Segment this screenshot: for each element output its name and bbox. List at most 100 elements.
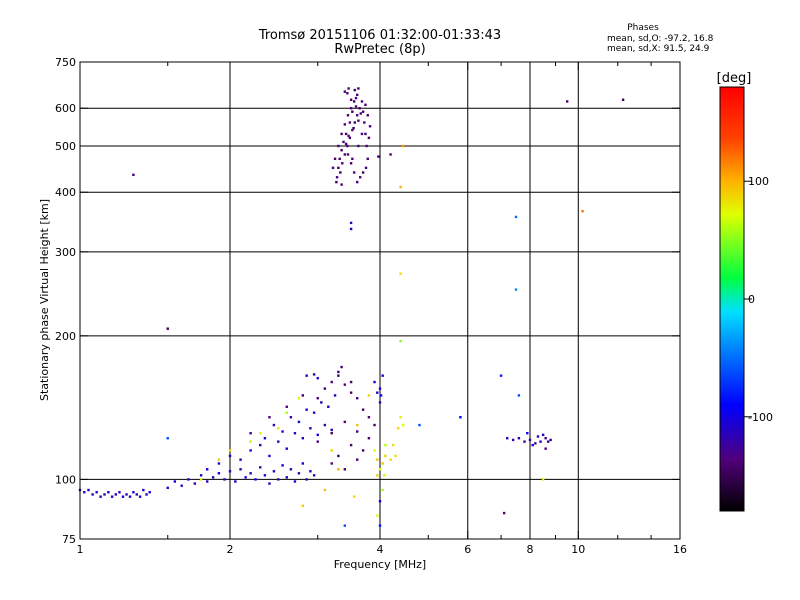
data-point: [337, 166, 340, 170]
data-point: [166, 327, 169, 330]
data-point: [354, 105, 358, 108]
data-point: [367, 437, 371, 440]
data-point: [367, 394, 371, 397]
data-point: [544, 447, 547, 450]
data-point: [217, 458, 221, 461]
data-point: [534, 442, 537, 445]
data-point: [378, 500, 382, 503]
data-point: [502, 511, 506, 515]
data-point: [312, 474, 316, 477]
data-point: [499, 374, 503, 377]
data-point: [337, 144, 340, 148]
data-point: [249, 431, 252, 435]
data-point: [366, 157, 369, 161]
grid-lines: [80, 62, 680, 539]
data-point: [367, 136, 371, 140]
data-point: [187, 478, 190, 481]
data-point: [193, 482, 197, 485]
data-point: [361, 408, 365, 411]
y-tick-label: 100: [55, 473, 76, 486]
x-tick-label: 2: [227, 543, 234, 556]
phases-x-stats: mean, sd,X: 91.5, 24.9: [607, 44, 710, 54]
phases-o-stats: mean, sd,O: -97.2, 16.8: [607, 34, 714, 44]
data-point: [343, 90, 347, 93]
data-point: [268, 454, 271, 458]
x-tick-label: 16: [673, 543, 687, 556]
data-point: [378, 387, 382, 390]
data-point: [297, 420, 301, 424]
y-tick-label: 600: [55, 102, 76, 115]
data-point: [110, 495, 114, 498]
data-point: [301, 504, 305, 508]
data-point: [277, 427, 280, 430]
phases-title: Phases: [627, 23, 659, 33]
data-point: [305, 478, 308, 481]
data-point: [541, 478, 545, 481]
data-point: [330, 449, 333, 452]
data-point: [505, 437, 509, 440]
data-point: [363, 121, 366, 124]
colorbar-gradient: [719, 86, 745, 512]
data-point: [205, 468, 209, 471]
data-point: [581, 209, 584, 213]
data-point: [285, 447, 288, 450]
data-point: [526, 431, 529, 435]
data-point: [211, 476, 215, 479]
data-point: [121, 495, 125, 498]
data-point: [301, 437, 305, 440]
data-point: [340, 148, 343, 152]
data-point: [355, 93, 359, 97]
y-tick-label: 750: [55, 56, 76, 69]
data-point: [346, 114, 350, 117]
data-point: [367, 416, 371, 419]
data-point: [309, 427, 312, 430]
data-point: [360, 100, 364, 103]
data-point: [95, 491, 98, 494]
data-point: [349, 221, 353, 225]
y-tick-label: 300: [55, 246, 76, 259]
title: Tromsø 20151106 01:32:00-01:33:43 RwPret…: [258, 28, 501, 57]
data-point: [316, 440, 319, 443]
data-point: [344, 142, 348, 146]
x-tick-label: 8: [527, 543, 534, 556]
data-point: [330, 380, 333, 384]
data-point: [376, 458, 379, 461]
data-point: [239, 458, 242, 461]
data-point: [351, 110, 354, 113]
data-point: [281, 464, 284, 467]
data-point: [364, 132, 367, 136]
data-point: [341, 162, 344, 165]
data-point: [539, 440, 542, 443]
data-point: [381, 462, 384, 465]
x-tick-label: 10: [571, 543, 585, 556]
data-point: [272, 470, 276, 473]
data-point: [349, 107, 353, 110]
data-point: [348, 121, 352, 124]
data-point: [344, 132, 348, 136]
data-point: [268, 482, 271, 485]
data-point: [228, 449, 232, 452]
data-point: [239, 468, 242, 471]
data-point: [323, 387, 327, 390]
data-point: [343, 524, 347, 527]
data-point: [228, 470, 232, 473]
data-point: [320, 401, 323, 404]
data-point: [514, 215, 518, 219]
data-point: [335, 180, 338, 184]
data-point: [323, 423, 327, 427]
data-point: [327, 405, 330, 408]
data-point: [544, 437, 547, 440]
data-point: [536, 435, 540, 438]
data-point: [114, 493, 118, 496]
data-point: [349, 227, 353, 231]
data-point: [399, 185, 402, 189]
data-point: [364, 103, 367, 107]
x-tick-label: 4: [377, 543, 384, 556]
data-point: [373, 423, 376, 427]
data-point: [343, 468, 347, 471]
data-point: [381, 488, 384, 492]
data-point: [217, 472, 221, 475]
data-point: [309, 470, 312, 473]
data-point: [399, 339, 402, 343]
